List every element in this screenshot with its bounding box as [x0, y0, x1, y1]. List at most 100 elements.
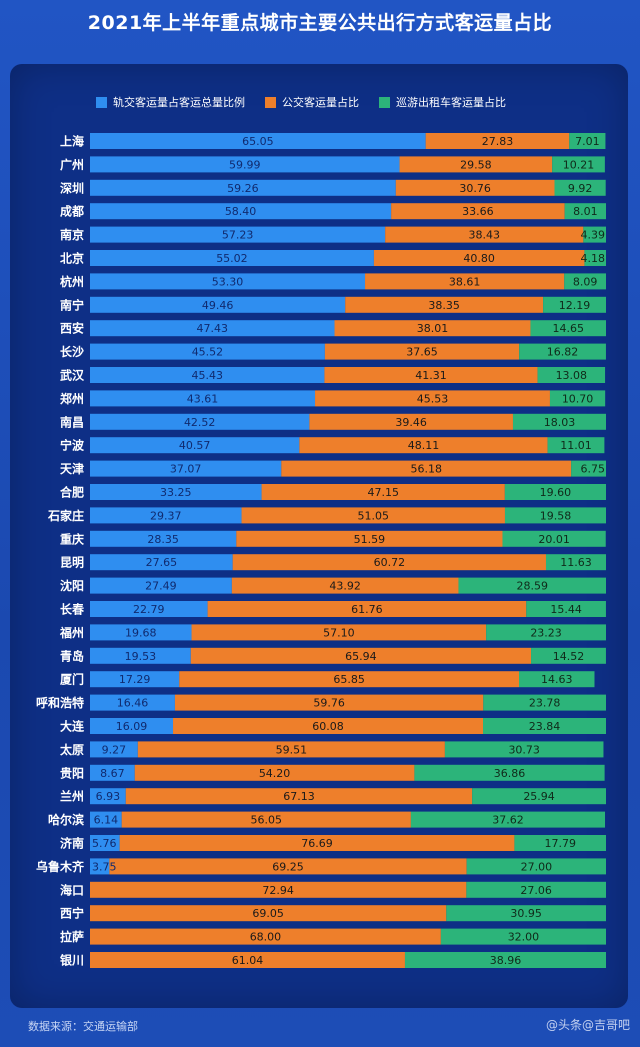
- data-label-rail: 37.07: [170, 463, 202, 476]
- data-label-taxi: 23.78: [529, 697, 561, 710]
- bar-rail: [90, 694, 175, 711]
- bar-rail: [90, 507, 242, 524]
- bar-taxi: [466, 858, 606, 875]
- data-label-bus: 29.58: [460, 158, 492, 171]
- data-label-rail: 42.52: [184, 416, 216, 429]
- bar-rail: [90, 624, 192, 641]
- data-label-taxi: 30.73: [508, 743, 540, 756]
- data-label-bus: 57.10: [323, 626, 355, 639]
- data-label-bus: 61.76: [351, 603, 383, 616]
- bar-rail: [90, 226, 386, 243]
- data-label-taxi: 7.01: [575, 135, 600, 148]
- bar-bus: [90, 952, 405, 968]
- bar-bus: [315, 390, 550, 407]
- bar-bus: [345, 296, 544, 313]
- data-label-rail: 59.99: [229, 158, 261, 171]
- city-label: 杭州: [60, 274, 84, 289]
- data-label-taxi: 19.60: [540, 486, 572, 499]
- bar-taxi: [486, 624, 606, 641]
- data-label-taxi: 11.01: [560, 439, 592, 452]
- bar-taxi: [414, 764, 605, 781]
- data-label-taxi: 10.21: [563, 158, 595, 171]
- city-label: 重庆: [60, 531, 84, 546]
- bar-bus: [137, 741, 445, 758]
- bar-taxi: [483, 694, 606, 711]
- city-label: 兰州: [60, 789, 84, 804]
- bar-rail: [90, 320, 335, 337]
- city-label: 长沙: [60, 344, 84, 359]
- data-label-taxi: 14.65: [552, 322, 584, 335]
- bar-taxi: [504, 507, 606, 524]
- city-label: 南京: [60, 227, 84, 242]
- data-label-bus: 37.65: [406, 346, 438, 359]
- bar-bus: [119, 835, 515, 851]
- bar-rail: [90, 343, 325, 360]
- data-label-bus: 67.13: [283, 790, 315, 803]
- data-label-rail: 57.23: [222, 229, 254, 242]
- data-label-taxi: 38.96: [490, 954, 522, 967]
- data-label-taxi: 37.62: [492, 814, 524, 827]
- data-label-taxi: 13.08: [556, 369, 588, 382]
- data-label-taxi: 8.09: [573, 275, 598, 288]
- bar-taxi: [502, 530, 606, 547]
- data-label-taxi: 8.01: [573, 205, 598, 218]
- bar-taxi: [410, 811, 606, 828]
- bar-bus: [241, 507, 505, 524]
- data-label-rail: 6.14: [94, 814, 119, 827]
- data-label-bus: 59.76: [313, 697, 345, 710]
- city-label: 银川: [60, 953, 84, 968]
- city-label: 西安: [60, 321, 84, 336]
- bar-taxi: [458, 577, 606, 594]
- legend-label-rail: 轨交客运量占客运总量比例: [113, 96, 245, 109]
- data-label-rail: 59.26: [227, 182, 259, 195]
- bar-rail: [90, 554, 233, 571]
- data-label-bus: 69.05: [252, 907, 284, 920]
- data-label-rail: 9.27: [102, 743, 127, 756]
- bar-taxi: [564, 203, 606, 220]
- bar-bus: [191, 624, 487, 641]
- data-label-taxi: 20.01: [538, 533, 570, 546]
- bar-rail: [90, 647, 191, 664]
- data-label-bus: 33.66: [462, 205, 494, 218]
- data-label-bus: 76.69: [301, 837, 333, 850]
- city-label: 天津: [60, 461, 84, 476]
- data-label-taxi: 27.06: [520, 884, 552, 897]
- data-label-rail: 6.93: [96, 790, 121, 803]
- bar-rail: [90, 437, 300, 454]
- data-label-bus: 45.53: [417, 392, 449, 405]
- watermark: @头条@吉哥吧: [545, 1018, 630, 1032]
- data-label-bus: 40.80: [463, 252, 495, 265]
- data-label-taxi: 19.58: [540, 509, 572, 522]
- data-label-taxi: 18.03: [544, 416, 576, 429]
- data-label-bus: 39.46: [395, 416, 427, 429]
- legend-item-bus: 公交客运量占比: [265, 94, 359, 110]
- bar-taxi: [472, 788, 606, 805]
- data-label-rail: 5.76: [92, 837, 117, 850]
- data-label-bus: 43.92: [329, 580, 361, 593]
- bar-bus: [385, 226, 584, 243]
- city-label: 海口: [60, 882, 84, 897]
- data-label-rail: 53.30: [212, 275, 244, 288]
- bar-rail: [90, 530, 237, 547]
- bar-taxi: [404, 952, 606, 968]
- bar-taxi: [512, 413, 606, 430]
- bar-taxi: [584, 250, 606, 266]
- bar-bus: [190, 647, 532, 664]
- city-label: 西宁: [60, 906, 84, 921]
- bar-taxi: [545, 554, 606, 571]
- bar-taxi: [530, 320, 606, 337]
- data-label-taxi: 27.00: [521, 860, 553, 873]
- city-label: 南宁: [60, 297, 84, 312]
- bar-bus: [173, 718, 483, 734]
- bar-rail: [90, 156, 400, 173]
- city-label: 沈阳: [60, 578, 84, 593]
- bar-rail: [90, 460, 282, 477]
- bar-taxi: [547, 437, 605, 454]
- data-label-rail: 17.29: [119, 673, 151, 686]
- data-label-bus: 54.20: [259, 767, 291, 780]
- data-label-taxi: 10.70: [562, 392, 594, 405]
- bar-bus: [324, 367, 538, 383]
- bar-bus: [399, 156, 553, 173]
- chart-title: 2021年上半年重点城市主要公共出行方式客运量占比: [87, 12, 553, 34]
- data-label-taxi: 36.86: [494, 767, 526, 780]
